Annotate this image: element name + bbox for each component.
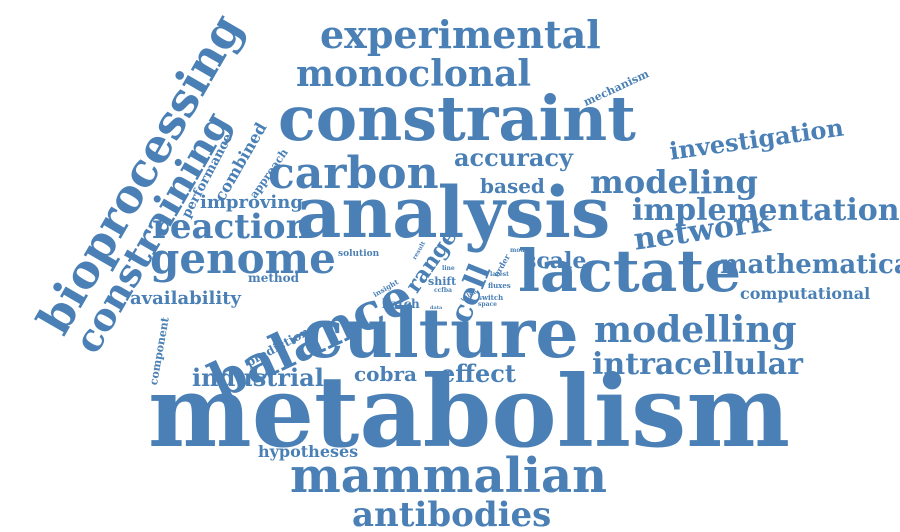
word-line: line: [442, 265, 455, 272]
word-intracellular: intracellular: [592, 347, 803, 382]
word-computational: computational: [740, 284, 871, 303]
word-genome: genome: [150, 234, 336, 283]
word-switch: switch: [478, 293, 504, 302]
word-shift: shift: [428, 275, 457, 288]
word-investigation: investigation: [667, 112, 846, 166]
word-accuracy: accuracy: [454, 143, 573, 172]
word-model: model: [510, 247, 531, 254]
word-experimental: experimental: [320, 12, 601, 57]
word-availability: availability: [130, 288, 241, 309]
word-lactate: lactate: [518, 237, 741, 305]
word-industrial: industrial: [192, 363, 324, 392]
word-effect: effect: [440, 359, 516, 388]
word-batch: batch: [382, 297, 420, 311]
word-reaction: reaction: [152, 207, 311, 247]
word-metabolism: metabolism: [148, 355, 791, 470]
word-cobra: cobra: [354, 362, 417, 386]
word-analysis: analysis: [296, 171, 611, 254]
word-culture: culture: [302, 294, 579, 374]
word-modeling: modeling: [590, 163, 758, 201]
word-scale: scale: [524, 248, 587, 274]
word-based: based: [480, 174, 545, 198]
word-modelling: modelling: [594, 309, 797, 351]
word-space: space: [478, 301, 497, 308]
word-ccfba: ccfba: [434, 287, 452, 294]
word-monoclonal: monoclonal: [296, 53, 532, 95]
word-hypotheses: hypotheses: [258, 442, 359, 461]
word-improving: improving: [200, 192, 303, 213]
word-mathematical: mathematical: [720, 250, 900, 280]
word-method: method: [248, 271, 299, 285]
word-solution: solution: [338, 249, 380, 259]
word-carbon: carbon: [268, 148, 439, 199]
word-implementation: implementation: [632, 193, 900, 228]
word-constraint: constraint: [278, 82, 636, 155]
word-fluxes: fluxes: [488, 281, 511, 290]
word-antibodies: antibodies: [352, 495, 552, 532]
word-data: data: [430, 305, 443, 311]
word-latest: latest: [490, 271, 509, 278]
word-mammalian: mammalian: [290, 448, 608, 504]
